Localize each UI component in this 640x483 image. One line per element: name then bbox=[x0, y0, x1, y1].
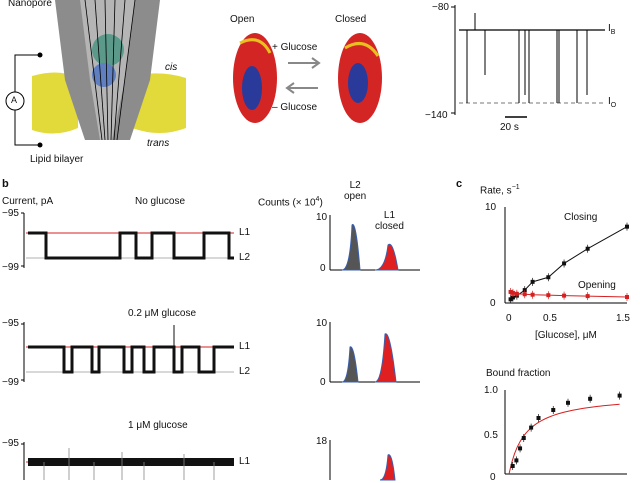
minus-glucose-label: – Glucose bbox=[272, 102, 318, 113]
current-axis-label: Current, pA bbox=[2, 196, 54, 207]
condition-label: No glucose bbox=[135, 196, 186, 207]
open-label: Open bbox=[230, 14, 255, 25]
l1-label: L1 bbox=[239, 456, 251, 467]
fit-curve bbox=[508, 403, 620, 475]
count-top-label: 18 bbox=[316, 436, 328, 447]
l1-label: L1 bbox=[239, 227, 251, 238]
trace-io-label: IO bbox=[608, 96, 617, 109]
row-y-top-label: −95 bbox=[2, 208, 19, 219]
row-y-bottom-label: −99 bbox=[2, 262, 19, 273]
l1-closed-heading: L1 closed bbox=[375, 210, 404, 232]
count-bottom-label: 0 bbox=[320, 377, 326, 388]
counts-axis-label: Counts (× 104) bbox=[258, 196, 323, 209]
bound-chart bbox=[504, 390, 627, 475]
l1-label: L1 bbox=[239, 341, 251, 352]
trace-y-top-label: −80 bbox=[432, 2, 449, 13]
count-top-label: 10 bbox=[316, 212, 328, 223]
nanopore-label: Nanopore bbox=[8, 0, 52, 9]
row-histogram bbox=[329, 215, 420, 271]
row-histogram bbox=[329, 322, 420, 383]
l2-open-heading: L2 open bbox=[344, 180, 367, 202]
row-y-top-label: −95 bbox=[2, 438, 19, 449]
bound-axis-label: Bound fraction bbox=[486, 368, 551, 379]
rate-y-tick-max: 10 bbox=[485, 202, 497, 213]
rate-axis-label: Rate, s−1 bbox=[480, 184, 520, 197]
trace-y-bottom-label: −140 bbox=[425, 110, 448, 121]
rate-x-tick-15: 1.5 bbox=[616, 313, 630, 324]
condition-label: 0.2 μM glucose bbox=[128, 308, 197, 319]
rate-y-tick-min: 0 bbox=[490, 298, 496, 309]
protein-structures bbox=[233, 33, 382, 123]
scalebar-label: 20 s bbox=[500, 122, 519, 133]
row-trace bbox=[21, 322, 234, 382]
bound-y-tick-max: 1.0 bbox=[484, 385, 498, 396]
l2-label: L2 bbox=[239, 366, 251, 377]
closed-label: Closed bbox=[335, 14, 367, 25]
rate-x-tick-0: 0 bbox=[506, 313, 512, 324]
plus-glucose-label: + Glucose bbox=[272, 42, 318, 53]
rate-x-axis-label: [Glucose], μM bbox=[535, 330, 597, 341]
series-line bbox=[510, 291, 628, 298]
opening-series-label: Opening bbox=[578, 280, 616, 291]
closing-series-label: Closing bbox=[564, 212, 598, 223]
count-top-label: 10 bbox=[316, 318, 328, 329]
row-y-bottom-label: −99 bbox=[2, 377, 19, 388]
panel-b-letter: b bbox=[2, 178, 9, 190]
panel-c-letter: c bbox=[456, 178, 463, 190]
bound-y-tick-mid: 0.5 bbox=[484, 430, 498, 441]
rate-x-tick-05: 0.5 bbox=[543, 313, 557, 324]
bound-y-tick-min: 0 bbox=[490, 472, 496, 483]
row-trace bbox=[21, 212, 234, 268]
ammeter-label: A bbox=[11, 95, 18, 105]
row-trace bbox=[21, 442, 234, 480]
row-y-top-label: −95 bbox=[2, 318, 19, 329]
l2-label: L2 bbox=[239, 252, 251, 263]
bilayer-label: Lipid bilayer bbox=[30, 154, 84, 165]
condition-label: 1 μM glucose bbox=[128, 420, 188, 431]
row-histogram bbox=[329, 440, 396, 481]
current-trace bbox=[451, 5, 605, 118]
rate-chart bbox=[504, 207, 629, 304]
count-bottom-label: 0 bbox=[320, 263, 326, 274]
cis-label: cis bbox=[165, 62, 178, 73]
series-line bbox=[510, 226, 628, 300]
nanopore-illustration bbox=[5, 0, 186, 148]
trans-label: trans bbox=[147, 138, 170, 149]
trace-ib-label: IB bbox=[608, 23, 616, 36]
